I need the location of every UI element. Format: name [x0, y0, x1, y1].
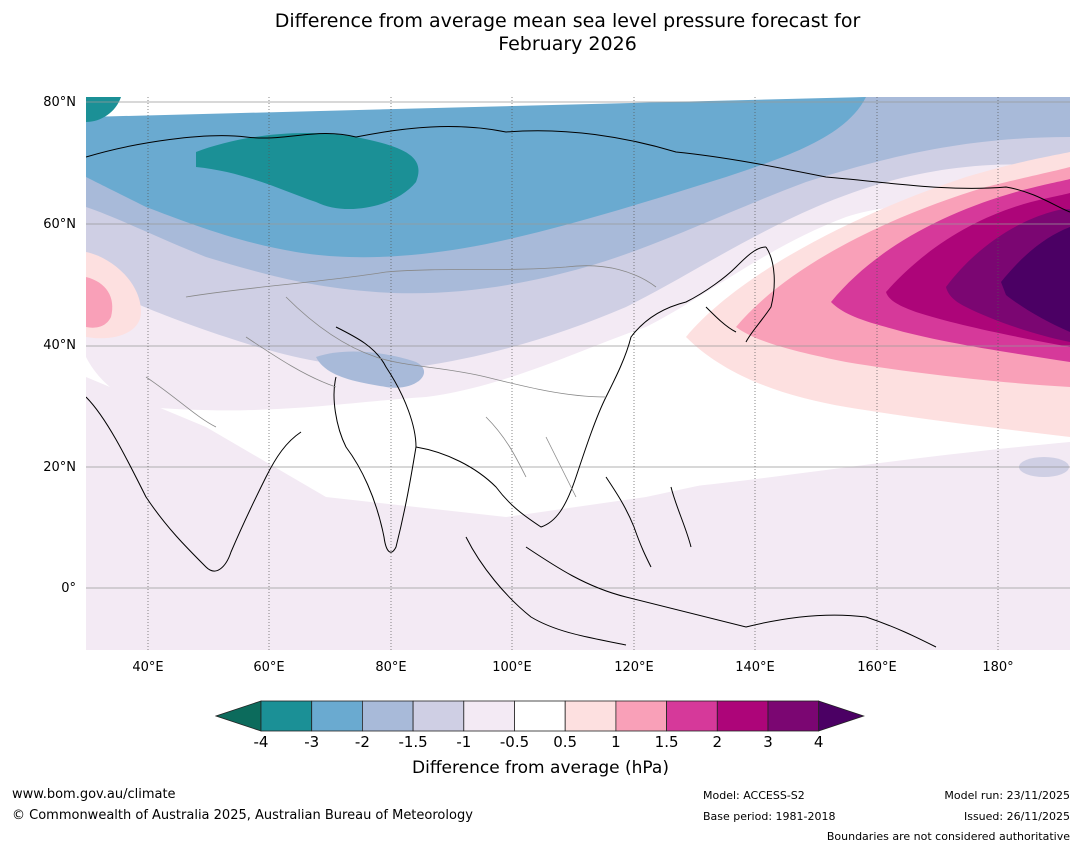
colorbar-tick-label: 1.5	[654, 733, 679, 751]
colorbar-cell	[260, 700, 313, 732]
colorbar-cell	[361, 700, 414, 732]
colorbar-label: Difference from average (hPa)	[412, 758, 669, 778]
gridlines	[86, 101, 1070, 589]
pressure-anomaly-map	[86, 97, 1070, 650]
footer-model-run: Model run: 23/11/2025	[944, 789, 1070, 802]
lat-label-20n: 20°N	[43, 460, 76, 475]
meridians	[147, 97, 999, 650]
colorbar-tick-label: 2	[712, 733, 723, 751]
lon-label-100e: 100°E	[492, 660, 532, 675]
colorbar-tick-label: 0.5	[553, 733, 578, 751]
footer-url[interactable]: www.bom.gov.au/climate	[12, 787, 176, 802]
colorbar-cell	[311, 700, 363, 732]
lon-label-140e: 140°E	[735, 660, 775, 675]
colorbar-cell	[564, 700, 617, 732]
anomaly-neg3-nw	[86, 97, 121, 122]
lon-label-120e: 120°E	[614, 660, 654, 675]
colorbar-cell	[716, 700, 769, 732]
map-title: Difference from average mean sea level p…	[0, 10, 1081, 56]
lat-label-80n: 80°N	[43, 95, 76, 110]
lat-label-40n: 40°N	[43, 338, 76, 353]
colorbar-tick-label: -4	[253, 733, 269, 751]
anomaly-pos1-west	[86, 277, 113, 328]
anomaly-neg05-south	[86, 377, 1070, 650]
map-canvas	[86, 97, 1070, 650]
coastlines	[86, 126, 1070, 648]
colorbar-tick-label: 1	[611, 733, 621, 751]
country-borders	[145, 265, 657, 498]
lat-label-60n: 60°N	[43, 217, 76, 232]
colorbar	[215, 700, 865, 732]
anomaly-white-band	[466, 362, 1070, 489]
colorbar-cell	[767, 700, 820, 732]
colorbar-extend-low	[215, 700, 262, 732]
footer-model: Model: ACCESS-S2	[703, 789, 805, 802]
anomaly-pos4	[1001, 227, 1070, 332]
colorbar-tick-label: -0.5	[499, 733, 530, 751]
title-line-1: Difference from average mean sea level p…	[274, 10, 861, 32]
title-line-2: February 2026	[498, 33, 637, 55]
colorbar-tick-label: 4	[813, 733, 824, 751]
colorbar-tick-label: -3	[304, 733, 320, 751]
anomaly-tibet	[316, 351, 425, 388]
colorbar-extend-high	[818, 700, 865, 732]
anomaly-neg3	[196, 132, 419, 210]
lat-label-0: 0°	[61, 581, 76, 596]
colorbar-tick-label: -1	[456, 733, 472, 751]
colorbar-tick-label: -1.5	[398, 733, 428, 751]
lon-label-180: 180°	[982, 660, 1014, 675]
colorbar-cell	[615, 700, 667, 732]
footer-base-period: Base period: 1981-2018	[703, 810, 836, 823]
lon-label-160e: 160°E	[857, 660, 897, 675]
colorbar-cell	[666, 700, 718, 732]
lon-label-40e: 40°E	[132, 660, 164, 675]
colorbar-cell	[463, 700, 515, 732]
lon-label-60e: 60°E	[253, 660, 285, 675]
colorbar-cell	[514, 700, 566, 732]
footer-copyright: © Commonwealth of Australia 2025, Austra…	[12, 808, 473, 823]
colorbar-tick-label: 3	[763, 733, 773, 751]
footer-issued: Issued: 26/11/2025	[963, 810, 1070, 823]
colorbar-tick-label: -2	[354, 733, 370, 751]
footer-disclaimer: Boundaries are not considered authoritat…	[826, 830, 1070, 843]
lon-label-80e: 80°E	[375, 660, 407, 675]
colorbar-cell	[412, 700, 465, 732]
